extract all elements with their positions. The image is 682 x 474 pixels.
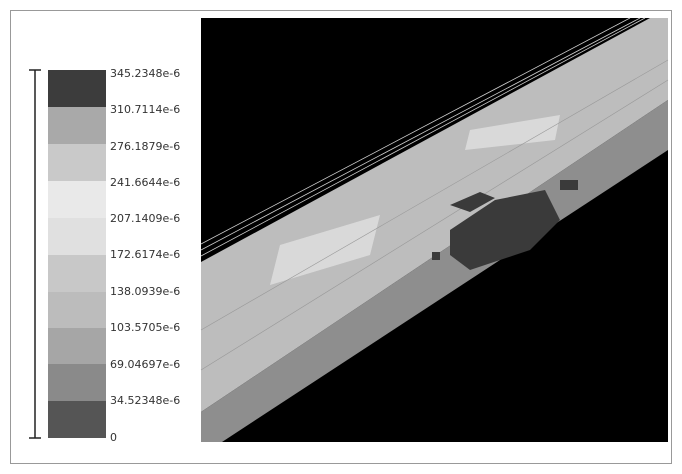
legend-label: 276.1879e-6 (110, 140, 180, 153)
legend-label: 310.7114e-6 (110, 103, 180, 116)
color-band (48, 292, 106, 328)
legend-label: 69.04697e-6 (110, 358, 180, 371)
color-band (48, 328, 106, 364)
legend-label: 0 (110, 431, 117, 444)
legend-label: 34.52348e-6 (110, 394, 180, 407)
color-band (48, 364, 106, 401)
legend-label: 138.0939e-6 (110, 285, 180, 298)
color-band (48, 144, 106, 181)
legend-label: 207.1409e-6 (110, 212, 180, 225)
color-band (48, 255, 106, 292)
screenshot: 345.2348e-6 310.7114e-6 276.1879e-6 241.… (0, 0, 682, 474)
color-band (48, 70, 106, 107)
color-band (48, 181, 106, 218)
legend-label: 172.6174e-6 (110, 248, 180, 261)
page: 345.2348e-6 310.7114e-6 276.1879e-6 241.… (0, 0, 682, 474)
color-band (48, 401, 106, 438)
color-band (48, 107, 106, 144)
color-band (48, 218, 106, 255)
hot-spot (560, 180, 578, 190)
hot-spot (432, 252, 440, 260)
model-view (201, 18, 668, 442)
legend-label: 345.2348e-6 (110, 67, 180, 80)
legend-label: 103.5705e-6 (110, 321, 180, 334)
legend-label: 241.6644e-6 (110, 176, 180, 189)
